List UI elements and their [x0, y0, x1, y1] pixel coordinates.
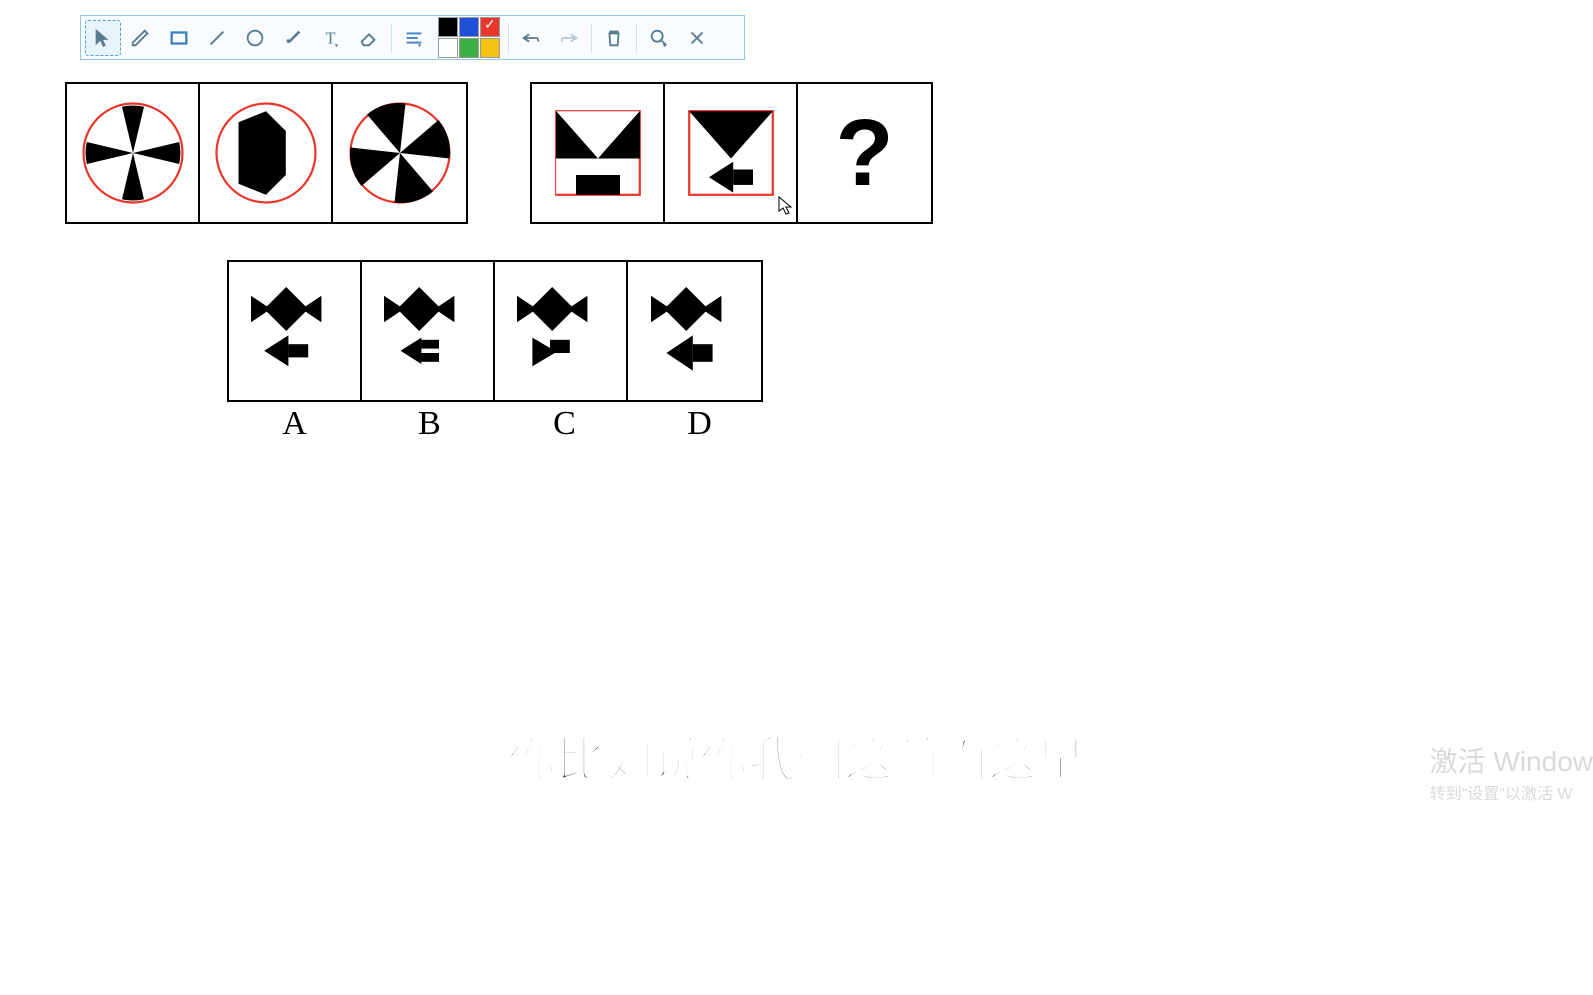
option-label-d: D: [632, 405, 767, 443]
text-tool[interactable]: T: [313, 20, 349, 56]
annotation-toolbar: T: [80, 15, 745, 60]
puzzle-sequence-right: ?: [530, 82, 933, 224]
option-label-c: C: [497, 405, 632, 443]
delete-tool[interactable]: [596, 20, 632, 56]
toolbar-separator: [636, 23, 637, 53]
puzzle-cell-4: [532, 84, 665, 222]
color-black[interactable]: [438, 17, 458, 37]
color-red[interactable]: [480, 17, 500, 37]
close-tool[interactable]: [679, 20, 715, 56]
toolbar-separator: [591, 23, 592, 53]
color-green[interactable]: [459, 38, 479, 58]
color-white[interactable]: [438, 38, 458, 58]
svg-text:T: T: [326, 28, 336, 47]
puzzle-cell-2: [200, 84, 333, 222]
option-d[interactable]: [628, 262, 761, 400]
line-tool[interactable]: [199, 20, 235, 56]
puzzle-cell-1: [67, 84, 200, 222]
puzzle-sequence-left: [65, 82, 468, 224]
option-a[interactable]: [229, 262, 362, 400]
align-tool[interactable]: [396, 20, 432, 56]
brush-tool[interactable]: [275, 20, 311, 56]
option-label-b: B: [362, 405, 497, 443]
eraser-tool[interactable]: [351, 20, 387, 56]
option-b[interactable]: [362, 262, 495, 400]
toolbar-separator: [508, 23, 509, 53]
color-yellow[interactable]: [480, 38, 500, 58]
question-mark: ?: [835, 99, 893, 208]
option-label-a: A: [227, 405, 362, 443]
option-labels-row: A B C D: [227, 405, 767, 443]
color-blue[interactable]: [459, 17, 479, 37]
toolbar-separator: [391, 23, 392, 53]
rectangle-tool[interactable]: [161, 20, 197, 56]
pencil-tool[interactable]: [123, 20, 159, 56]
windows-activation-watermark: 激活 Window 转到"设置"以激活 W: [1430, 740, 1593, 804]
option-c[interactable]: [495, 262, 628, 400]
video-subtitle: 你比如说你我们这前面这里: [508, 720, 1084, 790]
zoom-tool[interactable]: [641, 20, 677, 56]
watermark-title: 激活 Window: [1430, 740, 1593, 780]
undo-tool[interactable]: [513, 20, 549, 56]
mouse-cursor-icon: [778, 196, 794, 216]
puzzle-cell-3: [333, 84, 466, 222]
select-tool[interactable]: [85, 20, 121, 56]
color-palette: [438, 17, 500, 58]
puzzle-options: [227, 260, 763, 402]
circle-tool[interactable]: [237, 20, 273, 56]
watermark-sub: 转到"设置"以激活 W: [1430, 780, 1593, 804]
redo-tool[interactable]: [551, 20, 587, 56]
puzzle-cell-question: ?: [798, 84, 931, 222]
